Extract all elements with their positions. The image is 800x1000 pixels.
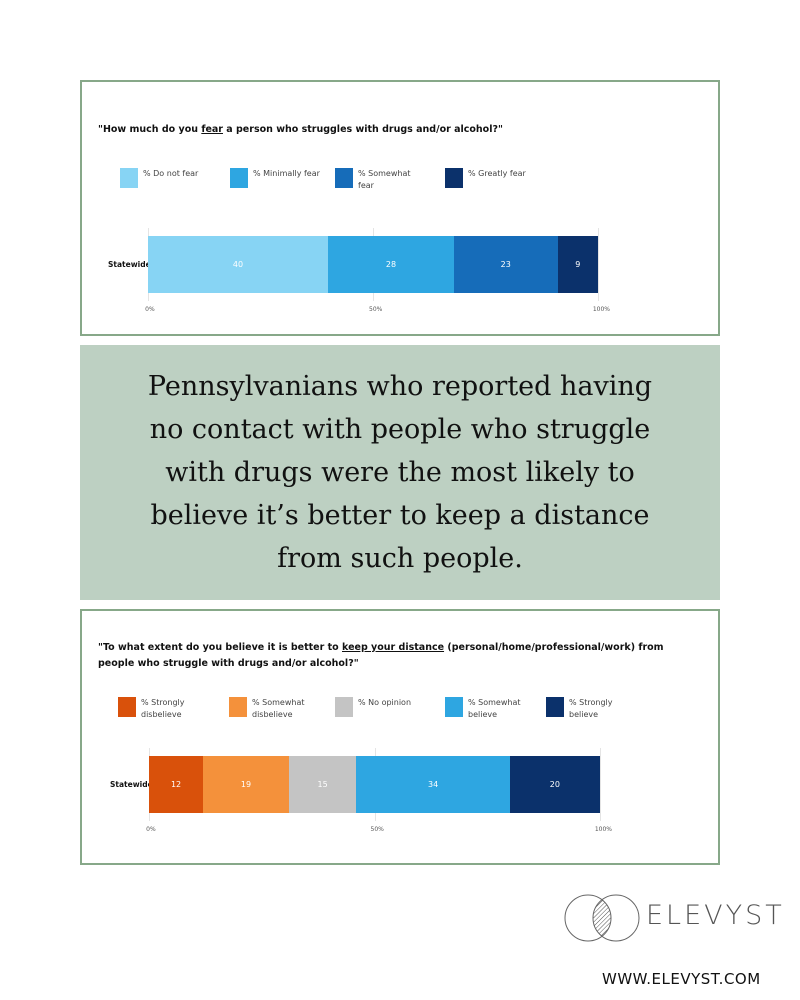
- legend-label: % Somewhat fear: [358, 169, 411, 190]
- legend-label: % Minimally fear: [253, 169, 320, 178]
- tick-label: 50%: [368, 306, 383, 313]
- gridline: [598, 228, 599, 301]
- bar-segment: 40: [148, 236, 328, 293]
- legend-item: % Do not fear: [120, 168, 213, 188]
- data-label: 15: [317, 780, 328, 789]
- legend-label: % Somewhat disbelieve: [252, 698, 305, 719]
- legend-item: % Strongly disbelieve: [118, 697, 211, 721]
- data-label: 12: [170, 780, 182, 789]
- legend-item: % Somewhat disbelieve: [229, 697, 322, 721]
- data-label: 40: [232, 260, 244, 269]
- legend-swatch: [335, 168, 353, 188]
- headline-panel: Pennsylvanians who reported having no co…: [80, 345, 720, 600]
- tick-label: 0%: [145, 306, 155, 313]
- legend-swatch: [229, 697, 247, 717]
- legend-item: % Somewhat believe: [445, 697, 538, 721]
- legend-item: % Greatly fear: [445, 168, 538, 188]
- website-url: WWW.ELEVYST.COM: [602, 970, 761, 988]
- category-label: Statewide: [110, 779, 153, 789]
- gridline: [600, 748, 601, 821]
- legend-item: % Strongly believe: [546, 697, 639, 721]
- legend-swatch: [445, 168, 463, 188]
- tick-label: 0%: [146, 826, 156, 833]
- bar-segment: 28: [328, 236, 454, 293]
- legend-label: % Greatly fear: [468, 169, 526, 178]
- chart-title-part: keep your distance: [342, 642, 445, 653]
- chart-card-distance: "To what extent do you believe it is bet…: [80, 609, 720, 865]
- chart-title-part: a person who struggles with drugs and/or…: [222, 124, 503, 135]
- chart-title-part: "How much do you: [98, 124, 202, 135]
- legend-swatch: [546, 697, 564, 717]
- data-label: 34: [428, 780, 439, 789]
- legend-label: % Strongly disbelieve: [141, 698, 185, 719]
- category-label: Statewide: [108, 259, 151, 269]
- data-label: 20: [549, 780, 560, 789]
- legend-label: % Strongly believe: [569, 698, 613, 719]
- legend-swatch: [120, 168, 138, 188]
- legend-label: % No opinion: [358, 698, 412, 707]
- stacked-bar: 40 28 23 9: [148, 236, 598, 293]
- chart-title: "How much do you fear a person who strug…: [98, 122, 698, 138]
- bar-segment: 23: [454, 236, 558, 293]
- headline-text: Pennsylvanians who reported having no co…: [147, 371, 653, 574]
- tick-label: 100%: [592, 306, 611, 313]
- bar-segment: 9: [557, 236, 598, 293]
- bar-segment: 34: [356, 756, 510, 813]
- legend-item: % Somewhat fear: [335, 168, 428, 192]
- legend-swatch: [445, 697, 463, 717]
- data-label: 9: [575, 260, 581, 269]
- legend-label: % Somewhat believe: [468, 698, 521, 719]
- bar-segment: 15: [288, 756, 357, 813]
- legend-item: % No opinion: [335, 697, 428, 717]
- legend-label: % Do not fear: [143, 169, 199, 178]
- chart-title: "To what extent do you believe it is bet…: [98, 640, 698, 672]
- bar-segment: 20: [509, 756, 600, 813]
- chart-card-fear: "How much do you fear a person who strug…: [80, 80, 720, 336]
- elevyst-logo-icon: [564, 894, 640, 942]
- legend-swatch: [230, 168, 248, 188]
- data-label: 23: [500, 260, 511, 269]
- tick-label: 100%: [594, 826, 613, 833]
- data-label: 19: [240, 780, 252, 789]
- legend-swatch: [335, 697, 353, 717]
- legend-swatch: [118, 697, 136, 717]
- brand-name: ELEVYST: [646, 900, 785, 931]
- chart-title-part: fear: [201, 124, 223, 135]
- legend-item: % Minimally fear: [230, 168, 323, 188]
- bar-segment: 12: [149, 756, 204, 813]
- bar-segment: 19: [203, 756, 289, 813]
- chart-title-part: (personal/home/professional/work) from p…: [98, 642, 664, 669]
- tick-label: 50%: [370, 826, 384, 833]
- stacked-bar: 12 19 15 34 20: [149, 756, 600, 813]
- data-label: 28: [385, 260, 397, 269]
- chart-title-part: "To what extent do you believe it is bet…: [98, 642, 342, 653]
